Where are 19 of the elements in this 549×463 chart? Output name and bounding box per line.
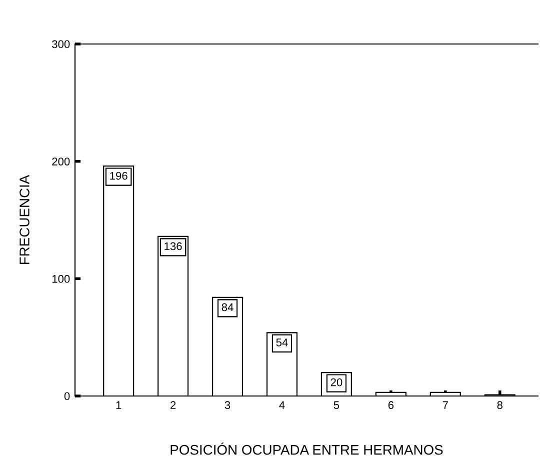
data-label: 136 <box>164 242 182 250</box>
y-tick-label: 200 <box>52 158 70 166</box>
x-tick-label: 5 <box>334 401 340 410</box>
data-label: 20 <box>330 378 342 386</box>
data-label: 84 <box>222 303 234 312</box>
y-tick-label: 100 <box>52 274 70 283</box>
y-tick-label: 0 <box>64 392 70 400</box>
data-label: 196 <box>110 172 128 180</box>
x-tick-label: 7 <box>442 401 448 409</box>
data-label: 54 <box>276 338 288 346</box>
y-axis-title: FRECUENCIA <box>20 174 30 264</box>
x-tick-label: 6 <box>388 401 394 410</box>
x-tick-label: 2 <box>170 401 176 409</box>
y-tick-label: 300 <box>52 40 70 48</box>
x-tick-label: 1 <box>116 401 122 409</box>
x-tick-label: 8 <box>497 401 502 410</box>
x-tick-label: 3 <box>224 401 230 410</box>
x-axis-title: POSICIÓN OCUPADA ENTRE HERMANOS <box>170 442 443 455</box>
x-tick-label: 4 <box>279 401 285 409</box>
